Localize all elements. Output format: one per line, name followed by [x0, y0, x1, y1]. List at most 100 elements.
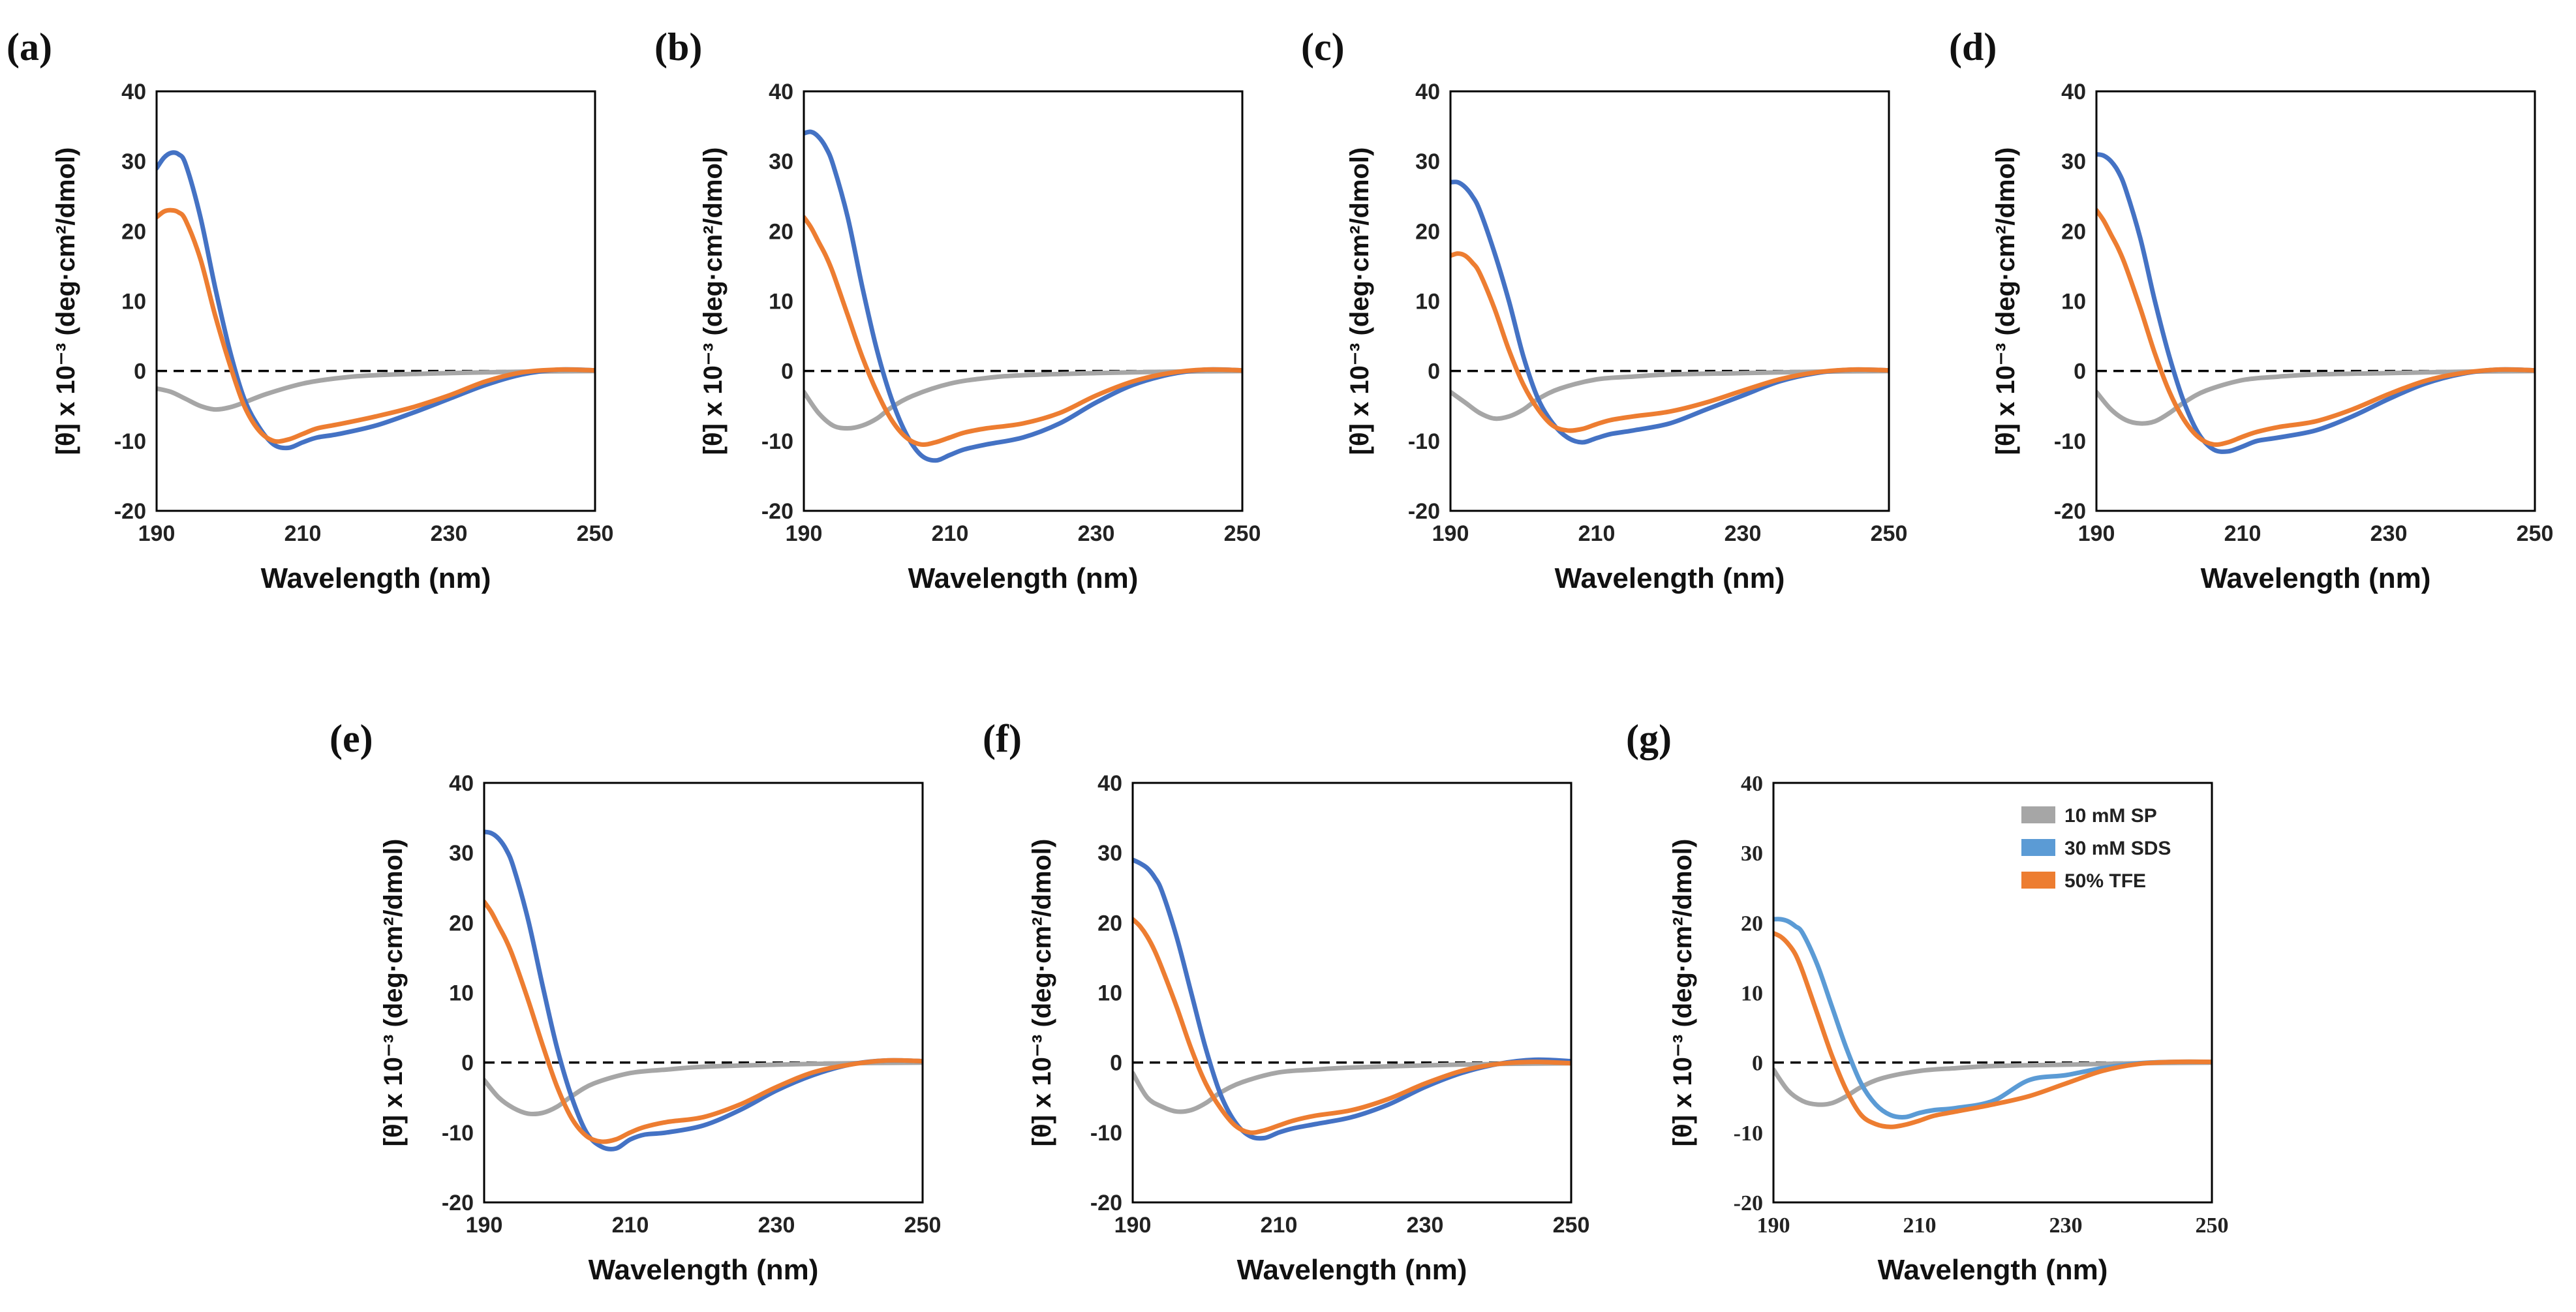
series-line-50-tfe — [157, 207, 595, 444]
x-tick-label: 250 — [1553, 1213, 1590, 1238]
y-axis-label: [θ] x 10⁻³ (deg·cm²/dmol) — [1991, 147, 2020, 455]
y-tick-label: -10 — [1090, 1121, 1122, 1146]
y-tick-label: 40 — [121, 80, 146, 104]
x-tick-label: 210 — [1578, 521, 1616, 546]
panel-label: (a) — [7, 25, 52, 69]
x-tick-label: 210 — [2224, 521, 2262, 546]
y-tick-label: 40 — [449, 771, 474, 796]
x-axis-label: Wavelength (nm) — [1555, 562, 1785, 594]
plot-frame — [1449, 90, 1890, 512]
y-tick-label: 10 — [769, 290, 793, 314]
legend-label: 10 mM SP — [2064, 805, 2157, 827]
y-tick-label: -20 — [442, 1191, 474, 1215]
x-tick-label: 230 — [431, 521, 468, 546]
panel-label: (c) — [1301, 25, 1345, 69]
x-tick-label: 190 — [1432, 521, 1469, 546]
series-line-50-tfe — [1450, 251, 1889, 433]
series-line-10-mm-sp — [2096, 369, 2535, 426]
x-tick-label: 190 — [1757, 1213, 1790, 1238]
y-axis-label: [θ] x 10⁻³ (deg·cm²/dmol) — [699, 147, 728, 455]
y-tick-label: 0 — [1428, 359, 1440, 384]
x-tick-label: 230 — [1078, 521, 1115, 546]
series-line-10-mm-sp — [484, 1060, 923, 1117]
series-line-50-tfe — [484, 899, 923, 1144]
y-axis-label: [θ] x 10⁻³ (deg·cm²/dmol) — [52, 147, 80, 455]
x-tick-label: 250 — [2196, 1213, 2229, 1238]
y-tick-label: -20 — [1734, 1191, 1763, 1215]
series-line-10-mm-sp — [1773, 1060, 2212, 1107]
y-tick-label: 10 — [1415, 290, 1440, 314]
x-axis-label: Wavelength (nm) — [2201, 562, 2431, 594]
x-tick-label: 190 — [466, 1213, 503, 1238]
x-tick-label: 230 — [1725, 521, 1762, 546]
plot-frame — [483, 782, 924, 1204]
y-tick-label: 30 — [449, 841, 474, 866]
y-tick-label: 40 — [769, 80, 793, 104]
plot-frame — [155, 90, 596, 512]
legend-label: 50% TFE — [2064, 870, 2146, 892]
y-tick-label: -20 — [1408, 499, 1440, 524]
y-tick-label: 0 — [1752, 1052, 1763, 1076]
y-tick-label: -20 — [2054, 499, 2086, 524]
y-tick-label: 10 — [1741, 982, 1763, 1006]
y-tick-label: 20 — [1741, 911, 1763, 936]
series-line-50-tfe — [1133, 917, 1571, 1135]
x-tick-label: 230 — [2049, 1213, 2083, 1238]
x-tick-label: 250 — [577, 521, 614, 546]
panel-label: (f) — [983, 717, 1022, 760]
series-line-50-tfe — [804, 215, 1242, 447]
y-tick-label: 0 — [461, 1051, 474, 1076]
y-tick-label: 0 — [1110, 1051, 1122, 1076]
panel-label: (d) — [1949, 25, 1997, 69]
legend-swatch — [2021, 839, 2055, 856]
y-tick-label: 40 — [1741, 772, 1763, 796]
y-tick-label: 40 — [1097, 771, 1122, 796]
x-tick-label: 210 — [932, 521, 969, 546]
y-tick-label: -10 — [2054, 429, 2086, 454]
x-tick-label: 250 — [904, 1213, 942, 1238]
panel-label: (e) — [330, 717, 373, 760]
plot-frame — [2095, 90, 2536, 512]
x-tick-label: 230 — [1407, 1213, 1444, 1238]
x-tick-label: 250 — [1224, 521, 1261, 546]
x-tick-label: 210 — [612, 1213, 649, 1238]
series-line-10-mm-sp — [804, 369, 1242, 431]
y-tick-label: 20 — [449, 911, 474, 936]
y-tick-label: -10 — [114, 429, 146, 454]
series-line-30-mm-sds — [157, 150, 595, 451]
y-tick-label: -10 — [1734, 1121, 1763, 1146]
plot-frame — [1131, 782, 1572, 1204]
y-tick-label: 30 — [769, 149, 793, 174]
series-line-30-mm-sds — [804, 129, 1242, 463]
y-tick-label: 30 — [121, 149, 146, 174]
y-tick-label: 0 — [781, 359, 793, 384]
y-axis-label: [θ] x 10⁻³ (deg·cm²/dmol) — [1028, 839, 1056, 1147]
series-line-30-mm-sds — [1773, 917, 2212, 1120]
series-line-30-mm-sds — [484, 829, 923, 1152]
x-tick-label: 250 — [2517, 521, 2554, 546]
y-tick-label: -10 — [761, 429, 793, 454]
x-tick-label: 230 — [758, 1213, 795, 1238]
series-line-10-mm-sp — [1450, 369, 1889, 421]
y-tick-label: 20 — [2061, 219, 2086, 244]
y-tick-label: 30 — [2061, 149, 2086, 174]
y-tick-label: 10 — [449, 981, 474, 1006]
y-tick-label: -20 — [1090, 1191, 1122, 1215]
y-tick-label: -10 — [442, 1121, 474, 1146]
y-tick-label: -20 — [114, 499, 146, 524]
y-tick-label: 10 — [1097, 981, 1122, 1006]
x-axis-label: Wavelength (nm) — [261, 562, 491, 594]
y-axis-label: [θ] x 10⁻³ (deg·cm²/dmol) — [1345, 147, 1374, 455]
x-tick-label: 190 — [786, 521, 823, 546]
series-line-10-mm-sp — [1133, 1061, 1571, 1114]
plot-frame — [803, 90, 1244, 512]
y-tick-label: 0 — [2074, 359, 2086, 384]
y-tick-label: 0 — [134, 359, 146, 384]
panel-label: (b) — [654, 25, 702, 69]
